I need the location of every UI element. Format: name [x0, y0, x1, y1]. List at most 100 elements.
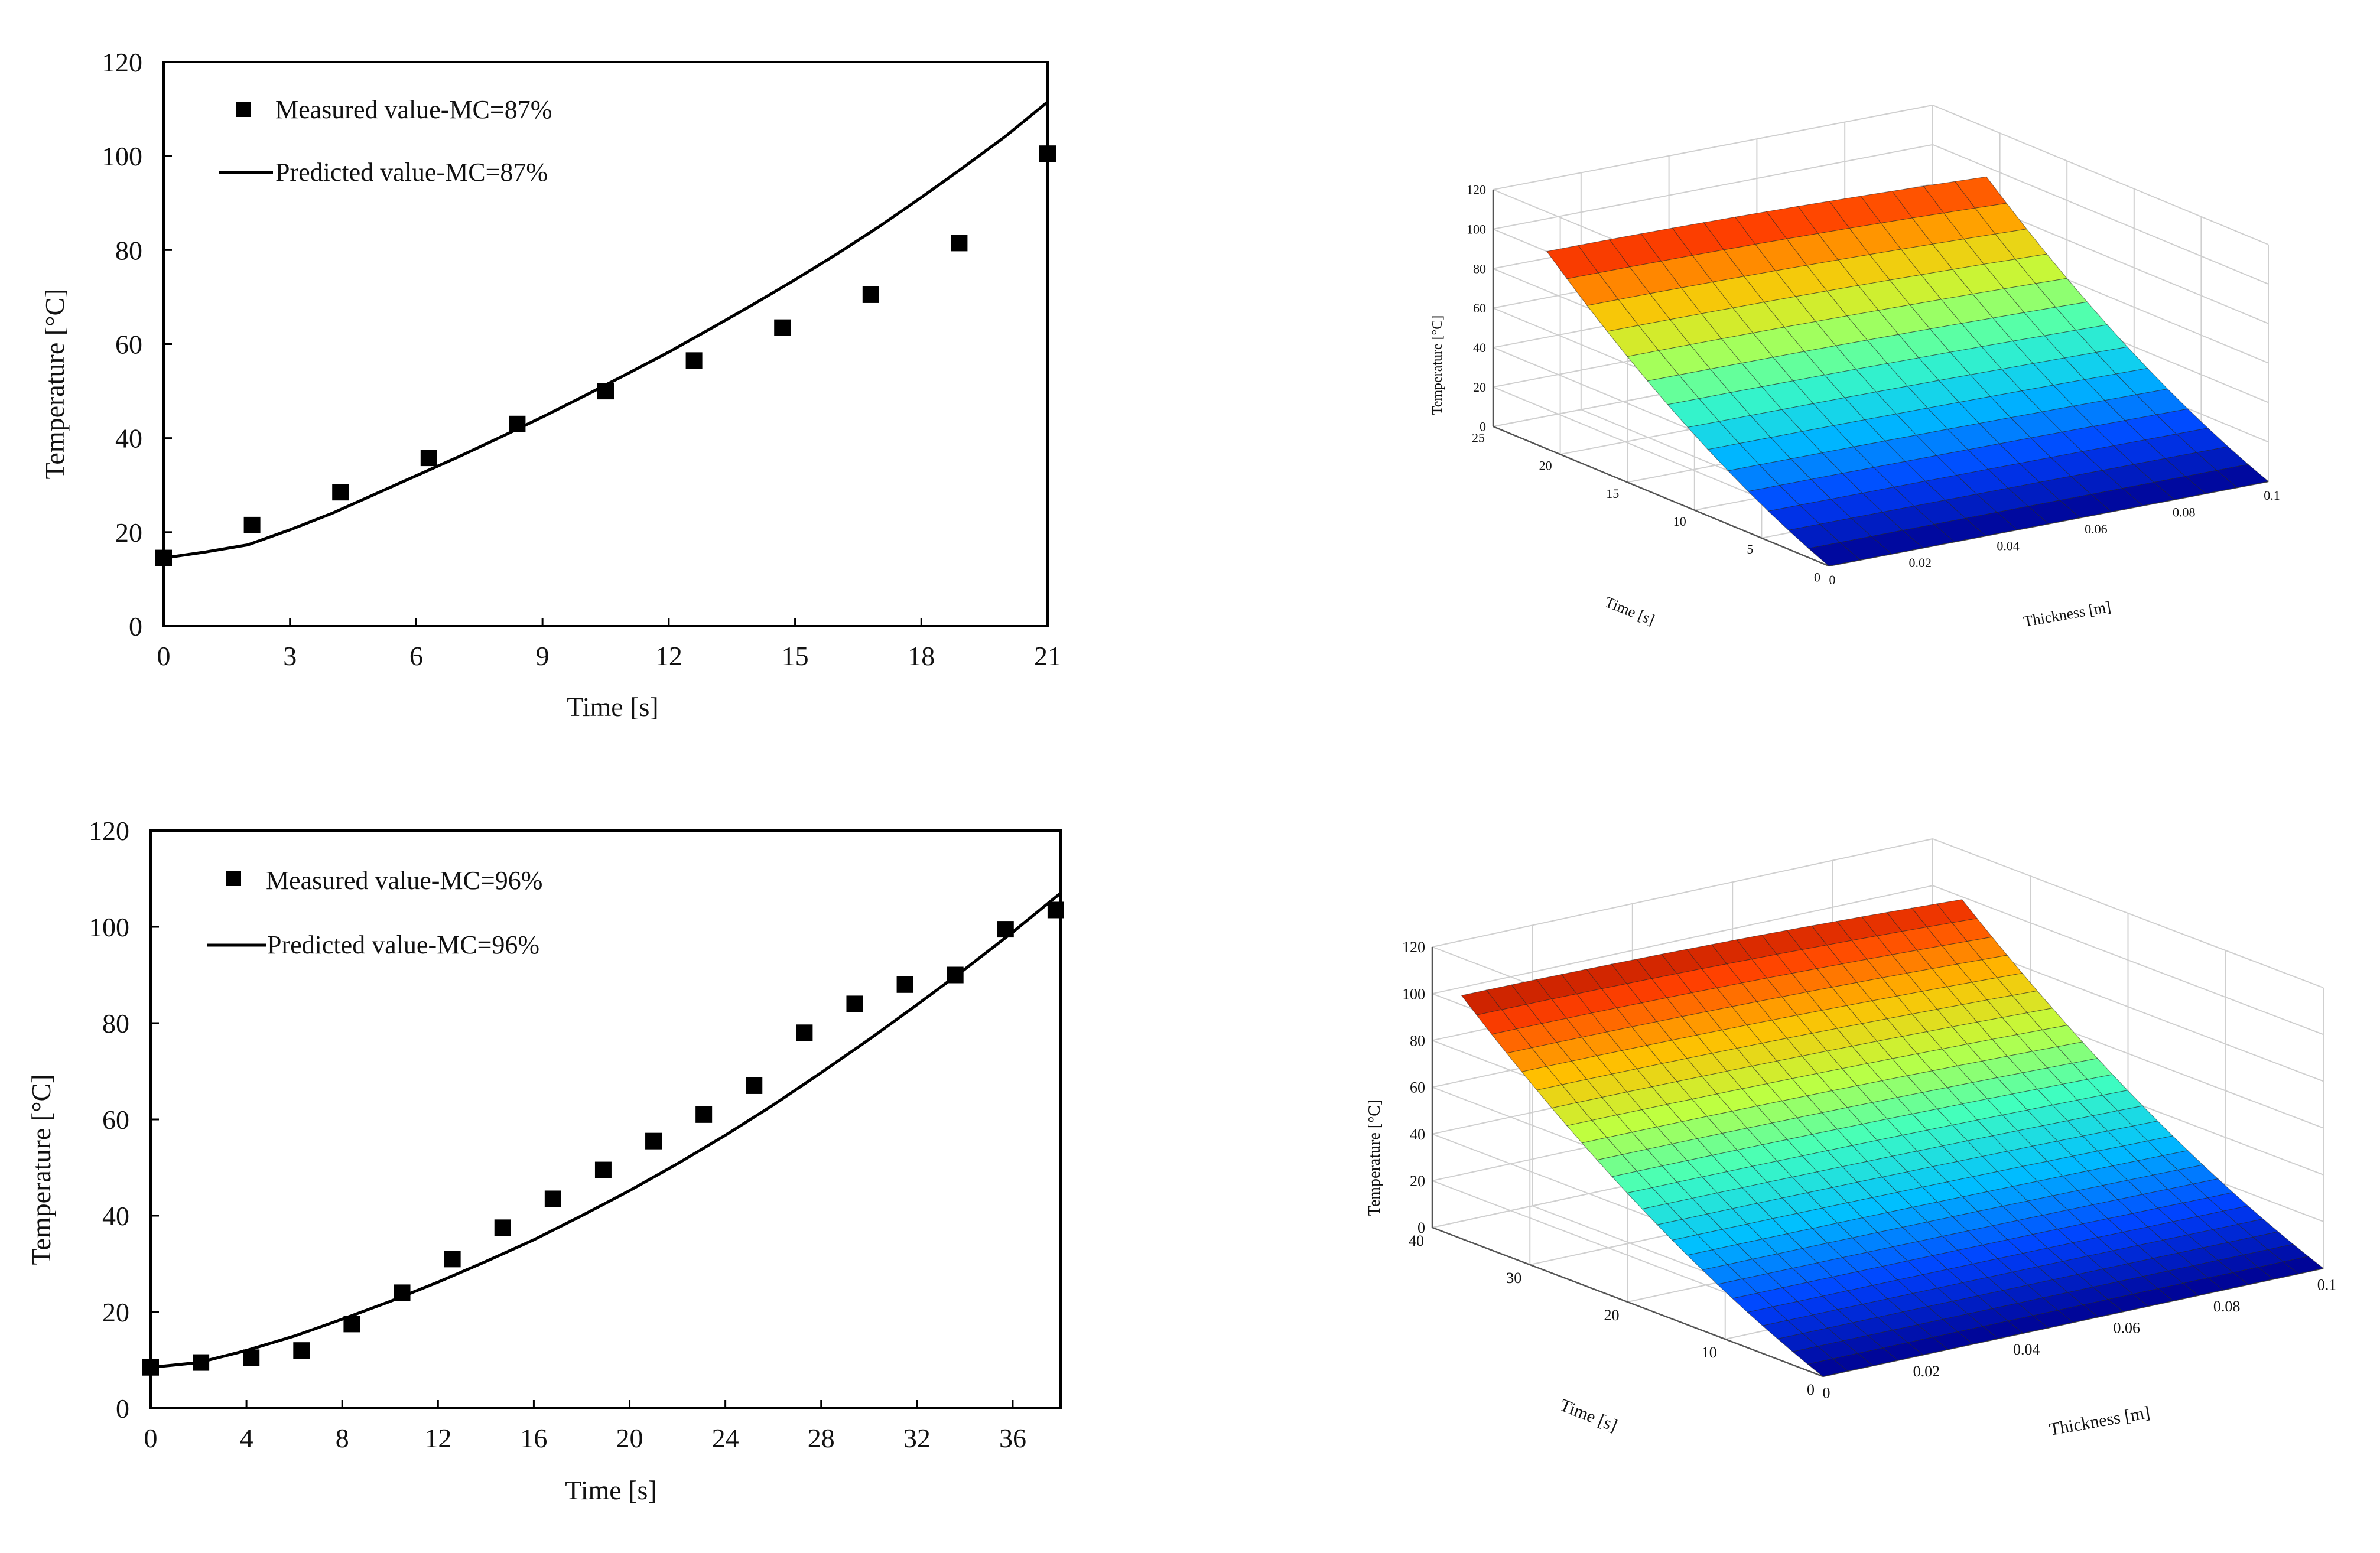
surface-a-grid-line — [1493, 144, 1933, 230]
surface-a-ztick-label: 60 — [1473, 301, 1486, 315]
chart-a-xtick-label: 21 — [1034, 641, 1061, 671]
chart-b-ticks: 0 4 8 12 16 20 24 28 32 36 0 20 40 60 80 100 120 — [89, 816, 1026, 1453]
surface-a-mesh — [1546, 176, 2270, 566]
surface-a-grid-line — [1932, 144, 2269, 285]
chart-b-frame — [149, 829, 1062, 1409]
surface-a-thlabel: Thickness [m] — [2022, 598, 2112, 630]
chart-b-ytick-label: 60 — [102, 1105, 129, 1135]
chart-b-marks — [142, 891, 1064, 1376]
chart-b-xtick-label: 0 — [144, 1423, 158, 1453]
surface-b-ttick-label: 40 — [1409, 1232, 1424, 1249]
chart-a-measured-point — [774, 319, 791, 336]
surface-b-ttick-label: 30 — [1506, 1269, 1521, 1287]
chart-b-measured-point — [997, 921, 1014, 938]
surface-a-3d-plot: 020406080100120051015202500.020.040.060.… — [1430, 105, 2280, 630]
surface-b-ztick-label: 20 — [1410, 1173, 1425, 1190]
surface-a-thtick-label: 0.02 — [1909, 555, 1932, 570]
surface-b-ticks: 02040608010012001020304000.020.040.060.0… — [1402, 939, 2336, 1401]
chart-b-measured-point — [1047, 901, 1064, 919]
surface-a-grid-line — [1493, 105, 1933, 190]
chart-a-measured-point — [243, 516, 261, 533]
chart-a-legend: Measured value-MC=87% Predicted value-MC… — [219, 95, 552, 187]
chart-a-measured-point — [597, 383, 614, 400]
surface-a-thtick-label: 0 — [1829, 572, 1836, 587]
chart-a-measured-point — [332, 484, 349, 501]
surface-b-grid-line — [1432, 885, 1933, 995]
chart-a-ytick-label: 20 — [115, 517, 142, 548]
chart-b-measured-point — [494, 1219, 511, 1236]
chart-b-xtick-label: 24 — [712, 1423, 739, 1453]
chart-a-marks — [155, 100, 1056, 566]
chart-b-xtick-label: 36 — [999, 1423, 1026, 1453]
chart-a-ylabel: Temperature [°C] — [40, 289, 70, 480]
chart-b-measured-point — [193, 1354, 210, 1371]
surface-a-ttick-label: 25 — [1472, 430, 1485, 445]
surface-b-tlabel: Time [s] — [1557, 1395, 1620, 1436]
surface-b-thlabel: Thickness [m] — [2048, 1402, 2152, 1439]
chart-b-legend-predicted: Predicted value-MC=96% — [267, 930, 539, 959]
surface-b-thtick-label: 0 — [1823, 1384, 1830, 1401]
chart-b-ytick-label: 0 — [116, 1394, 129, 1424]
chart-b-measured-point — [695, 1106, 713, 1123]
surface-a-ttick-label: 0 — [1814, 569, 1820, 584]
chart-b-measured-point — [896, 976, 913, 993]
chart-a-ticks: 0 3 6 9 12 15 18 21 0 20 40 60 80 100 120 — [102, 47, 1061, 671]
surface-b-surface-cell — [2283, 1256, 2324, 1274]
chart-b-ytick-label: 120 — [89, 816, 129, 846]
chart-b-measured-point — [293, 1342, 310, 1359]
chart-a-xtick-label: 15 — [782, 641, 809, 671]
chart-b-measured-point — [142, 1359, 159, 1376]
chart-a-measured-point — [685, 352, 703, 369]
chart-b-xtick-label: 28 — [808, 1423, 835, 1453]
surface-b-ztick-label: 60 — [1410, 1079, 1425, 1096]
surface-a-axis-line — [1493, 425, 1829, 567]
surface-b-ttick-label: 10 — [1702, 1344, 1717, 1361]
chart-a-xtick-label: 18 — [908, 641, 935, 671]
chart-a-legend-predicted: Predicted value-MC=87% — [275, 158, 548, 187]
surface-b-ztick-label: 0 — [1417, 1219, 1425, 1236]
chart-a-measured-point — [155, 549, 172, 566]
chart-b-xtick-label: 12 — [424, 1423, 451, 1453]
chart-b-legend-measured: Measured value-MC=96% — [266, 866, 542, 895]
chart-a-measured-point — [862, 286, 879, 303]
chart-b-measured-point — [846, 995, 863, 1012]
chart-a-xtick-label: 6 — [409, 641, 423, 671]
chart-b-measured-point — [444, 1251, 461, 1268]
chart-a-ytick-label: 100 — [102, 141, 142, 171]
chart-b-line-plot: 0 4 8 12 16 20 24 28 32 36 0 20 40 60 80 100 120 Measure… — [26, 816, 1064, 1505]
chart-a-ytick-label: 40 — [115, 424, 142, 454]
chart-b-xlabel: Time [s] — [565, 1475, 657, 1505]
chart-b-measured-point — [645, 1132, 662, 1150]
surface-a-ztick-label: 40 — [1473, 340, 1486, 355]
surface-a-thtick-label: 0.1 — [2264, 488, 2280, 503]
surface-b-thtick-label: 0.02 — [1913, 1363, 1940, 1380]
surface-a-surface-cell — [2216, 464, 2270, 488]
surface-a-ttick-label: 10 — [1673, 514, 1686, 529]
surface-a-ztick-label: 80 — [1473, 261, 1486, 276]
surface-a-ztick-label: 0 — [1480, 419, 1486, 434]
chart-a-measured-point — [951, 235, 968, 252]
surface-a-grid-line — [1932, 105, 2269, 245]
surface-b-thtick-label: 0.06 — [2113, 1320, 2140, 1337]
chart-b-legend: Measured value-MC=96% Predicted value-MC… — [207, 866, 542, 959]
surface-b-ztick-label: 80 — [1410, 1032, 1425, 1049]
chart-b-xtick-label: 20 — [616, 1423, 643, 1453]
chart-b-measured-point — [746, 1077, 763, 1094]
chart-b-ytick-label: 100 — [89, 912, 129, 942]
chart-a-measured-point — [509, 415, 526, 432]
surface-b-thtick-label: 0.1 — [2317, 1276, 2337, 1293]
surface-a-ztick-label: 120 — [1467, 183, 1486, 197]
chart-a-ytick-label: 80 — [115, 235, 142, 265]
chart-a-frame — [162, 61, 1049, 627]
chart-a-measured-point — [420, 450, 437, 467]
surface-a-thtick-label: 0.08 — [2173, 504, 2196, 519]
surface-b-grid-line — [1432, 838, 1933, 948]
chart-b-measured-point — [594, 1161, 612, 1178]
chart-a-xtick-label: 12 — [655, 641, 682, 671]
chart-b-xtick-label: 4 — [240, 1423, 253, 1453]
chart-a-ytick-label: 120 — [102, 47, 142, 77]
surface-b-axis-line — [1432, 1226, 1823, 1378]
chart-b-ytick-label: 20 — [102, 1297, 129, 1327]
surface-a-tlabel: Time [s] — [1602, 593, 1657, 629]
